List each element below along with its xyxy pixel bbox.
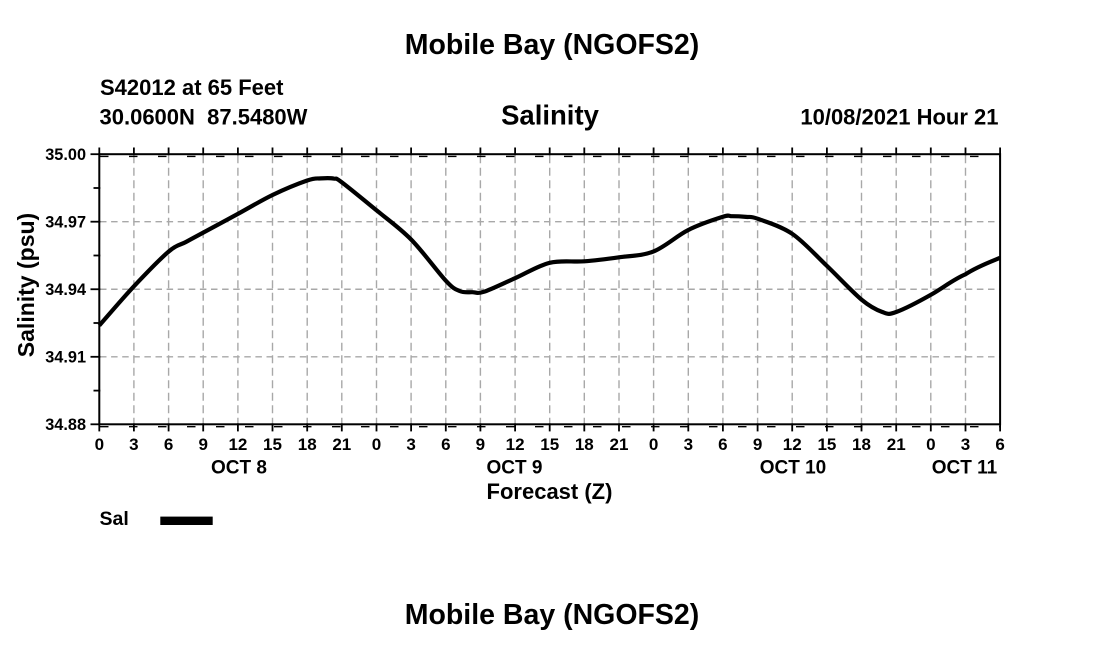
svg-text:12: 12 — [506, 435, 525, 454]
svg-text:OCT 10: OCT 10 — [760, 458, 827, 479]
svg-text:3: 3 — [684, 435, 693, 454]
svg-text:6: 6 — [441, 435, 450, 454]
svg-text:OCT 9: OCT 9 — [487, 458, 543, 479]
svg-text:12: 12 — [783, 435, 802, 454]
svg-text:Mobile Bay (NGOFS2): Mobile Bay (NGOFS2) — [405, 29, 700, 61]
svg-text:15: 15 — [263, 435, 282, 454]
svg-text:Salinity (psu): Salinity (psu) — [13, 213, 39, 357]
svg-text:3: 3 — [961, 435, 970, 454]
svg-text:0: 0 — [649, 435, 658, 454]
svg-text:6: 6 — [995, 435, 1004, 454]
svg-text:0: 0 — [95, 435, 104, 454]
svg-text:Salinity: Salinity — [501, 100, 600, 131]
svg-text:34.94: 34.94 — [45, 281, 86, 299]
svg-text:Sal: Sal — [100, 508, 129, 530]
svg-text:30.0600N 87.5480W: 30.0600N 87.5480W — [100, 105, 308, 130]
svg-text:21: 21 — [332, 435, 351, 454]
svg-text:21: 21 — [610, 435, 629, 454]
svg-text:34.97: 34.97 — [45, 213, 86, 231]
svg-text:34.91: 34.91 — [45, 349, 86, 367]
svg-text:OCT 8: OCT 8 — [211, 458, 267, 479]
svg-text:S42012 at 65 Feet: S42012 at 65 Feet — [100, 75, 284, 100]
svg-text:6: 6 — [718, 435, 727, 454]
svg-text:0: 0 — [372, 435, 381, 454]
svg-text:15: 15 — [817, 435, 836, 454]
svg-text:9: 9 — [753, 435, 762, 454]
svg-text:18: 18 — [298, 435, 317, 454]
svg-text:Mobile Bay (NGOFS2): Mobile Bay (NGOFS2) — [405, 599, 700, 631]
svg-text:Forecast (Z): Forecast (Z) — [487, 479, 613, 504]
svg-text:18: 18 — [575, 435, 594, 454]
svg-text:6: 6 — [164, 435, 173, 454]
svg-text:18: 18 — [852, 435, 871, 454]
svg-text:OCT 11: OCT 11 — [932, 458, 998, 479]
svg-text:3: 3 — [129, 435, 138, 454]
svg-text:0: 0 — [926, 435, 935, 454]
svg-text:35.00: 35.00 — [45, 146, 86, 164]
svg-text:10/08/2021 Hour 21: 10/08/2021 Hour 21 — [800, 105, 998, 130]
svg-text:15: 15 — [540, 435, 559, 454]
svg-text:34.88: 34.88 — [45, 416, 86, 434]
svg-text:3: 3 — [406, 435, 415, 454]
svg-text:9: 9 — [476, 435, 485, 454]
svg-text:21: 21 — [887, 435, 906, 454]
svg-text:9: 9 — [198, 435, 207, 454]
svg-text:12: 12 — [228, 435, 247, 454]
